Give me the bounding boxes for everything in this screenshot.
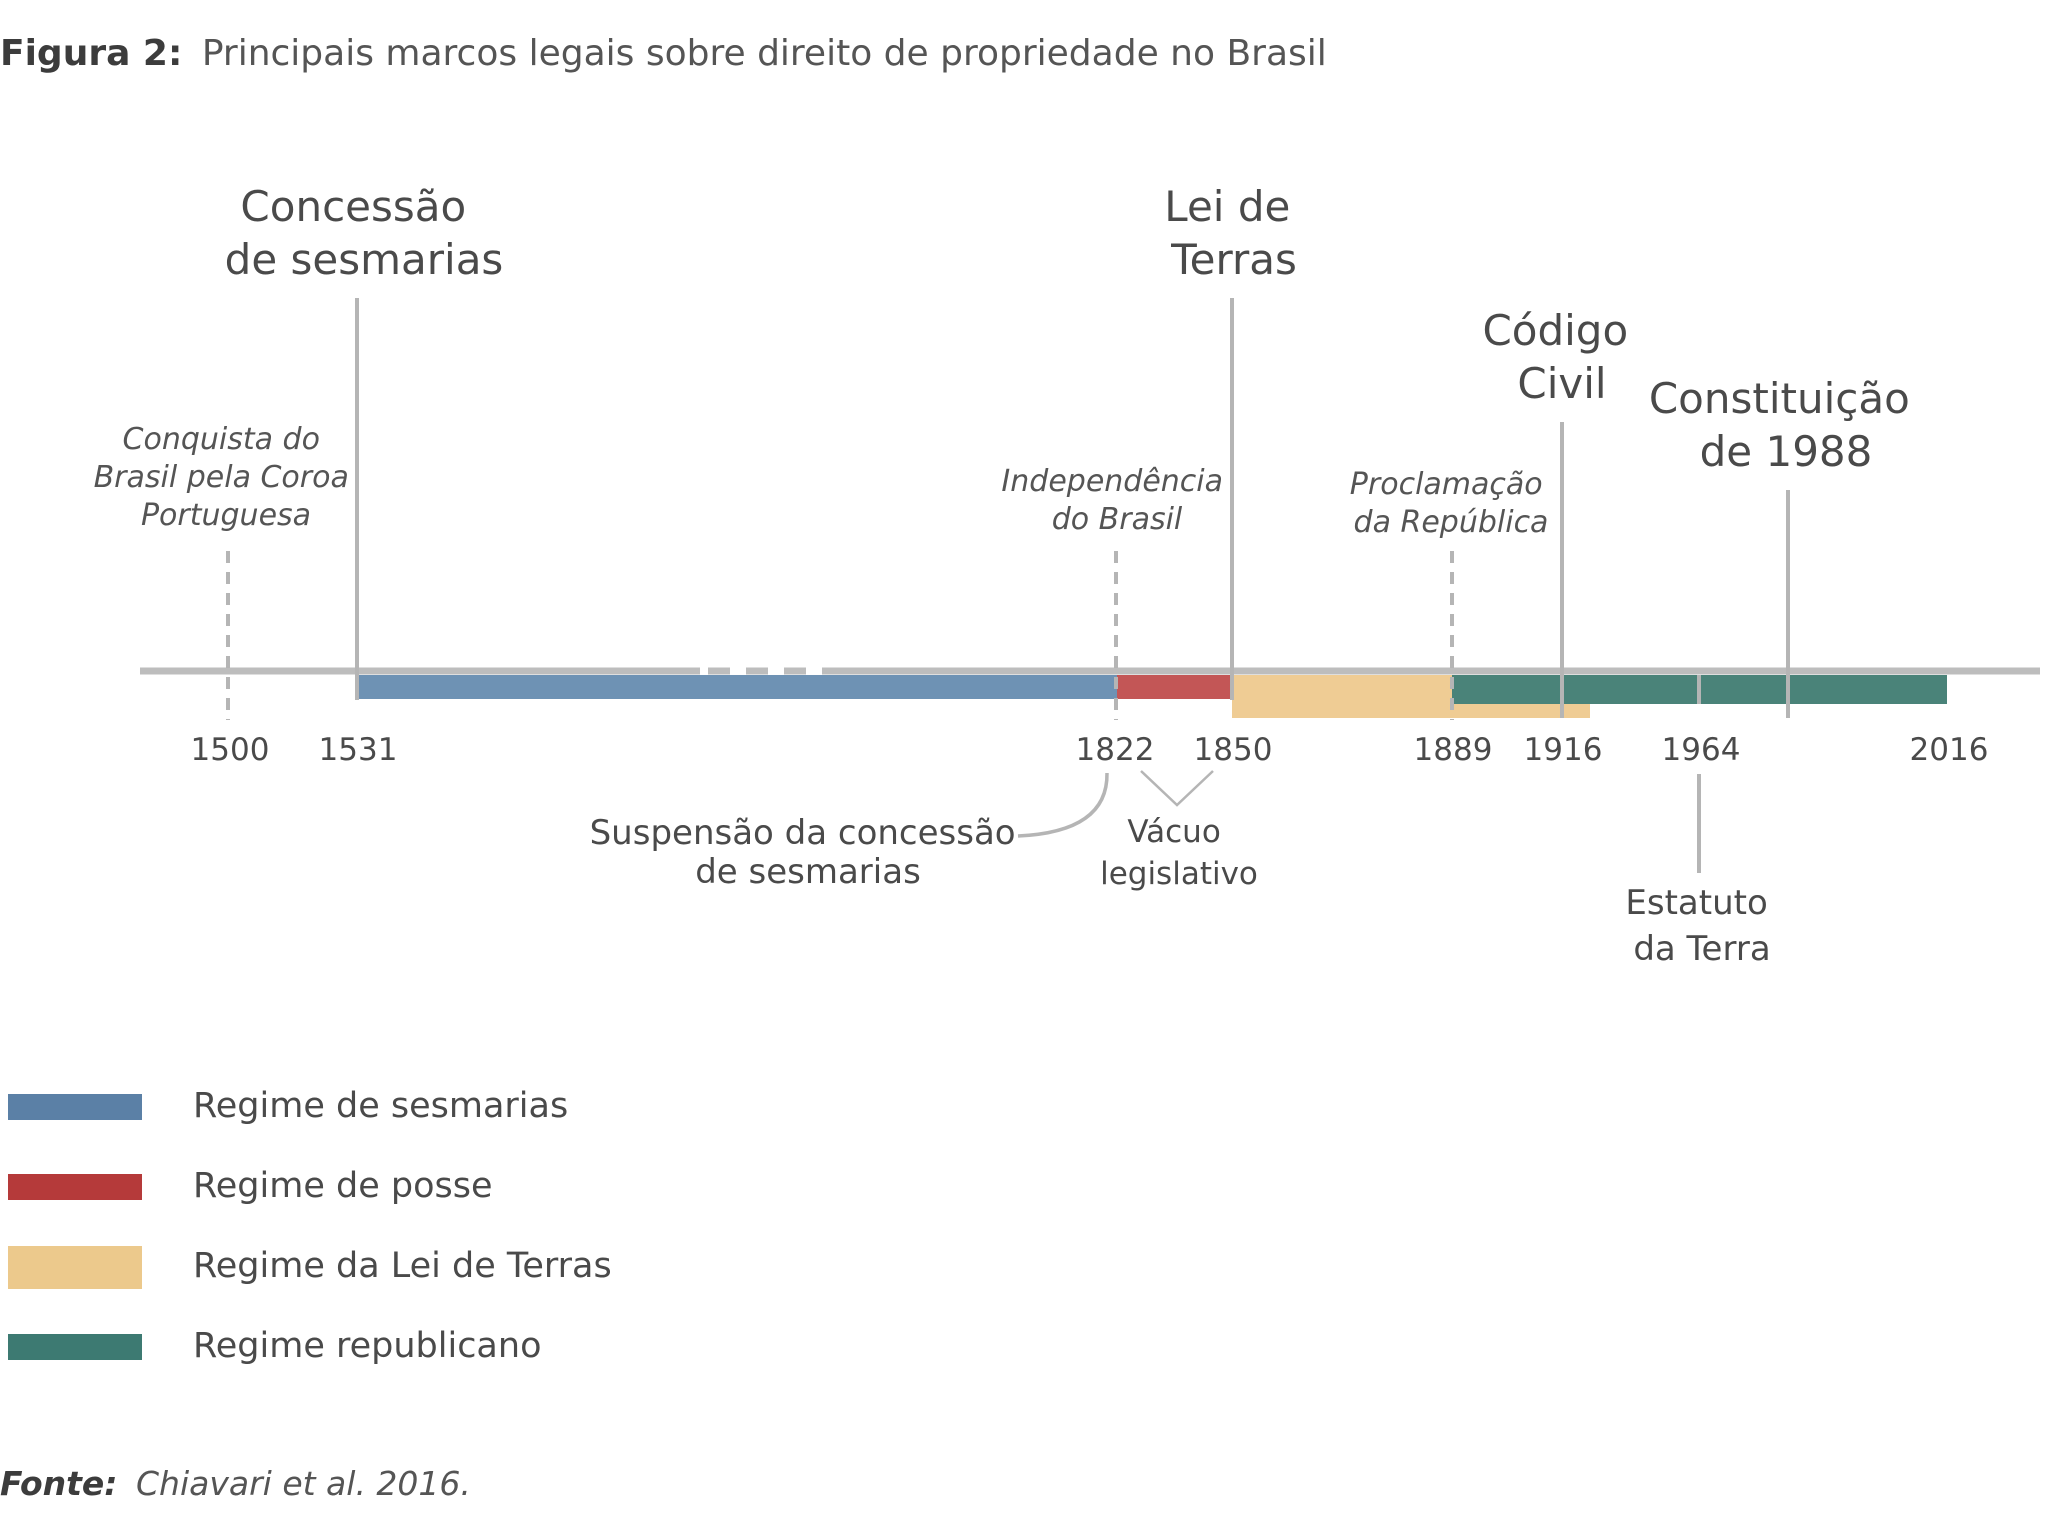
- year-2016: 2016: [1910, 732, 1989, 768]
- legend-swatch-posse: [8, 1174, 142, 1200]
- legend-swatch-lei-terras: [8, 1246, 142, 1289]
- codigo-civil-label: Código Civil: [1482, 306, 1641, 408]
- year-1916: 1916: [1524, 732, 1603, 768]
- legend-label-sesmarias: Regime de sesmarias: [193, 1086, 568, 1126]
- legend: Regime de sesmarias Regime de posse Regi…: [8, 1086, 612, 1366]
- proclamacao-label: Proclamação da República: [1350, 467, 1552, 540]
- estatuto-label: Estatuto da Terra: [1625, 883, 1778, 969]
- suspensao-connector: [1017, 772, 1109, 838]
- source-label: Fonte:: [0, 1464, 118, 1503]
- axis-gap: [700, 666, 840, 676]
- legend-label-posse: Regime de posse: [193, 1166, 492, 1206]
- vacuo-label: Vácuo legislativo: [1100, 814, 1258, 892]
- figure-title: Figura 2: Principais marcos legais sobre…: [0, 33, 1327, 74]
- source-text: Chiavari et al. 2016.: [136, 1464, 471, 1503]
- figure-title-text: Principais marcos legais sobre direito d…: [202, 33, 1327, 74]
- vacuo-bracket: [1140, 770, 1214, 807]
- year-1531: 1531: [319, 732, 398, 768]
- legend-swatch-sesmarias: [8, 1094, 142, 1120]
- independencia-label: Independência do Brasil: [1001, 464, 1232, 537]
- suspensao-label: Suspensão da concessão de sesmarias: [590, 813, 1027, 892]
- lei-terras-label: Lei de Terras: [1164, 182, 1303, 284]
- year-1964: 1964: [1662, 732, 1741, 768]
- year-1500: 1500: [191, 732, 270, 768]
- year-1822: 1822: [1076, 732, 1155, 768]
- year-1850: 1850: [1194, 732, 1273, 768]
- conquista-label: Conquista do Brasil pela Coroa Portugues…: [94, 422, 359, 533]
- constituicao-label: Constituição de 1988: [1649, 374, 1923, 476]
- source-note: Fonte: Chiavari et al. 2016.: [0, 1464, 471, 1503]
- legend-label-republicano: Regime republicano: [193, 1326, 541, 1366]
- bar-regime-posse: [1117, 675, 1232, 699]
- legend-swatch-republicano: [8, 1334, 142, 1360]
- sesmarias-label: Concessão de sesmarias: [225, 182, 504, 284]
- legend-label-lei-terras: Regime da Lei de Terras: [193, 1246, 612, 1286]
- year-1889: 1889: [1414, 732, 1493, 768]
- bar-regime-sesmarias: [359, 675, 1117, 699]
- figure-title-label: Figura 2:: [0, 33, 182, 74]
